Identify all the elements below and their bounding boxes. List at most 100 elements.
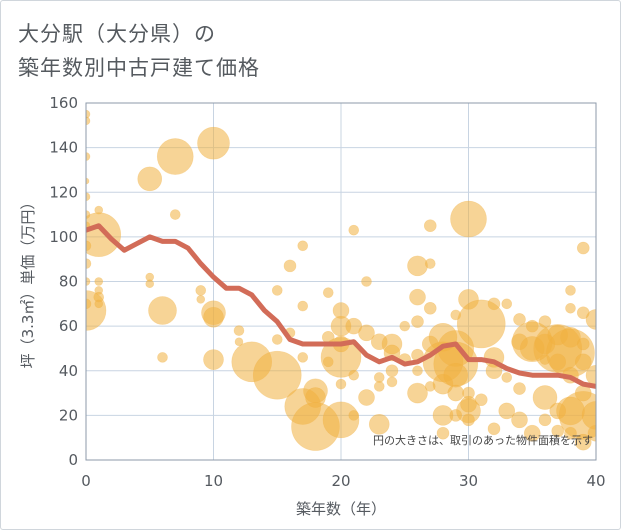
bubble-point [252, 350, 302, 400]
y-tick-label: 160 [49, 94, 78, 112]
x-tick-label: 40 [586, 472, 605, 490]
bubble-point [297, 240, 309, 252]
bubble-point [581, 401, 596, 430]
y-tick-label: 40 [59, 362, 78, 380]
bubble-point [447, 384, 465, 402]
bubble-point [443, 362, 469, 388]
bubble-point [86, 212, 122, 257]
bubble-point [407, 382, 428, 404]
bubble-point [348, 224, 360, 236]
bubble-point [462, 413, 475, 427]
bubble-point [385, 364, 399, 378]
bubble-point [513, 313, 526, 326]
bubble-point [423, 301, 437, 315]
bubble-point [203, 349, 224, 370]
y-tick-label: 80 [59, 273, 78, 291]
bubble-point [498, 402, 516, 420]
y-tick-label: 140 [49, 139, 78, 157]
bubble-point [271, 334, 283, 345]
bubble-point [585, 364, 596, 386]
x-tick-label: 30 [459, 472, 478, 490]
bubble-point [322, 401, 360, 439]
bubble-point [399, 320, 411, 332]
bubble-point [297, 352, 309, 363]
bubble-point [538, 413, 552, 427]
y-axis-title: 坪（3.3㎡）単価（万円） [19, 195, 37, 369]
bubble-point [345, 317, 363, 335]
bubble-point [368, 413, 390, 435]
x-tick-label: 20 [331, 472, 350, 490]
bubble-point [523, 424, 541, 442]
bubble-point [423, 219, 437, 233]
y-tick-label: 0 [68, 451, 78, 469]
bubble-point [532, 385, 558, 410]
bubble-point [86, 152, 91, 161]
bubble-point [450, 200, 487, 238]
y-tick-label: 60 [59, 317, 78, 335]
x-axis-title: 築年数（年） [296, 500, 386, 518]
bubble-point [157, 352, 168, 363]
bubble-size-note: 円の大きさは、取引のあった物件面積を示す [373, 433, 593, 447]
bubble-point [233, 325, 245, 336]
plot-border [85, 102, 597, 461]
bubble-point [320, 337, 362, 378]
bubble-point [86, 177, 90, 185]
bubble-point [156, 138, 194, 175]
bubble-point [501, 372, 513, 383]
bubble-point [297, 300, 309, 312]
bubble-point [196, 295, 206, 304]
bubble-point [565, 285, 576, 296]
bubble-point [361, 276, 372, 287]
x-tick-labels: 0 10 20 30 40 [81, 472, 605, 490]
bubble-point [145, 279, 155, 289]
trend-line [86, 223, 596, 389]
bubble-point [94, 277, 104, 286]
bubble-point [412, 365, 423, 377]
bubble-point [373, 381, 385, 392]
bubble-point [538, 315, 552, 328]
y-tick-label: 100 [49, 228, 78, 246]
bubble-point [322, 287, 334, 298]
bubble-point [411, 315, 424, 328]
bubble-point [234, 337, 244, 347]
bubble-point [409, 288, 426, 306]
bubble-point [148, 296, 177, 325]
bubble-point [386, 376, 398, 388]
bubble-point [551, 424, 565, 438]
bubble-point [373, 372, 385, 383]
bubble-point [501, 298, 513, 310]
bubble-point [86, 258, 92, 269]
x-tick-label: 0 [81, 472, 91, 490]
bubble-point [283, 259, 297, 273]
bubble-point [195, 285, 207, 296]
bubble-point [585, 309, 596, 330]
bubble-point [86, 277, 91, 286]
bubble-point [576, 241, 590, 255]
bubble-point [474, 393, 488, 407]
bubble-point [137, 166, 163, 192]
bubble-point [271, 285, 283, 296]
bubble-point [358, 324, 375, 342]
bubble-point [436, 426, 450, 440]
bubble-series [86, 109, 596, 451]
bubble-point [424, 258, 436, 269]
bubble-point [197, 126, 230, 160]
bubble-point [574, 433, 592, 451]
y-tick-label: 20 [59, 406, 78, 424]
bubble-point [513, 382, 526, 395]
bubble-point [86, 116, 91, 126]
bubble-point [169, 209, 181, 220]
bubble-point [348, 369, 360, 381]
bubble-point [203, 306, 224, 328]
bubble-point [86, 192, 91, 202]
bubble-point [407, 255, 428, 277]
y-tick-label: 120 [49, 183, 78, 201]
y-tick-labels: 0 20 40 60 80 100 120 140 160 [49, 94, 78, 469]
bubble-point [94, 299, 104, 309]
bubble-point [335, 378, 347, 390]
bubble-point [358, 389, 375, 406]
bubble-point [487, 422, 501, 436]
bubble-point [565, 302, 576, 314]
chart-title-line1: 大分駅（大分県）の [18, 22, 216, 46]
